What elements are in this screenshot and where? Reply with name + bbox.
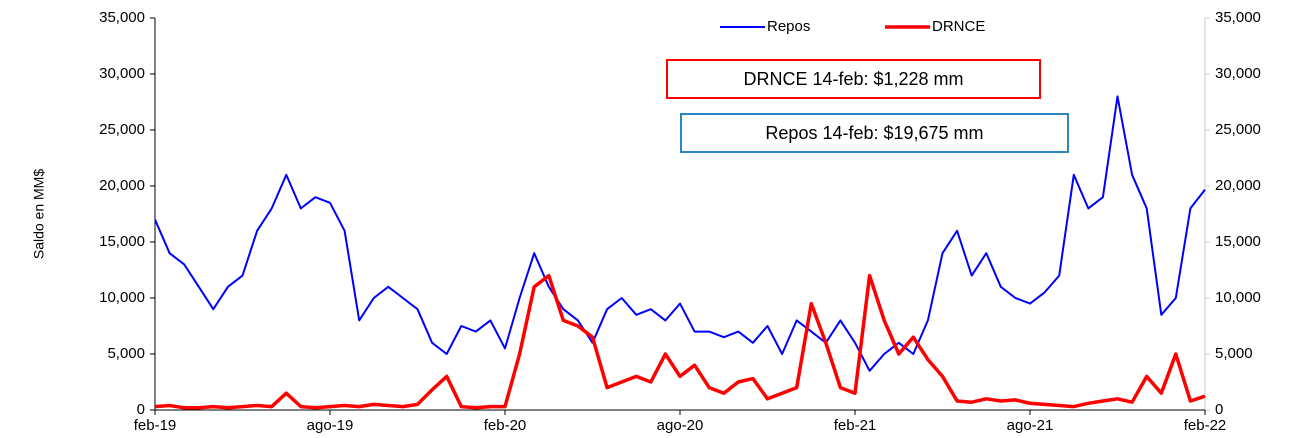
y-axis-label: Saldo en MM$ [31, 169, 47, 259]
series-line [154, 273, 1206, 410]
y-tick-label: 20,000 [99, 177, 145, 194]
annotation-text: Repos 14-feb: $19,675 mm [765, 123, 983, 143]
y2-tick-label: 5,000 [1215, 345, 1253, 362]
series-line [154, 95, 1206, 372]
y-tick-label: 10,000 [99, 289, 145, 306]
annotation-box [680, 113, 1069, 153]
x-tick-label: ago-20 [657, 417, 704, 434]
y-tick-label: 0 [137, 401, 145, 418]
x-tick-label: feb-19 [134, 417, 177, 434]
x-tick-label: ago-19 [307, 417, 354, 434]
y2-tick-label: 20,000 [1215, 177, 1261, 194]
x-tick-label: feb-20 [484, 417, 527, 434]
x-tick-label: feb-21 [834, 417, 877, 434]
y2-tick-label: 30,000 [1215, 65, 1261, 82]
annotation-text: DRNCE 14-feb: $1,228 mm [743, 69, 963, 89]
y-tick-label: 35,000 [99, 9, 145, 26]
y2-tick-label: 15,000 [1215, 233, 1261, 250]
y-tick-label: 5,000 [107, 345, 145, 362]
y2-tick-label: 10,000 [1215, 289, 1261, 306]
y2-tick-label: 35,000 [1215, 9, 1261, 26]
y-tick-label: 30,000 [99, 65, 145, 82]
x-tick-label: feb-22 [1184, 417, 1227, 434]
legend-label: DRNCE [932, 18, 985, 35]
y2-tick-label: 25,000 [1215, 121, 1261, 138]
y-tick-label: 15,000 [99, 233, 145, 250]
y-tick-label: 25,000 [99, 121, 145, 138]
x-tick-label: ago-21 [1007, 417, 1054, 434]
legend-label: Repos [767, 18, 810, 35]
y2-tick-label: 0 [1215, 401, 1223, 418]
annotation-box [666, 59, 1041, 99]
